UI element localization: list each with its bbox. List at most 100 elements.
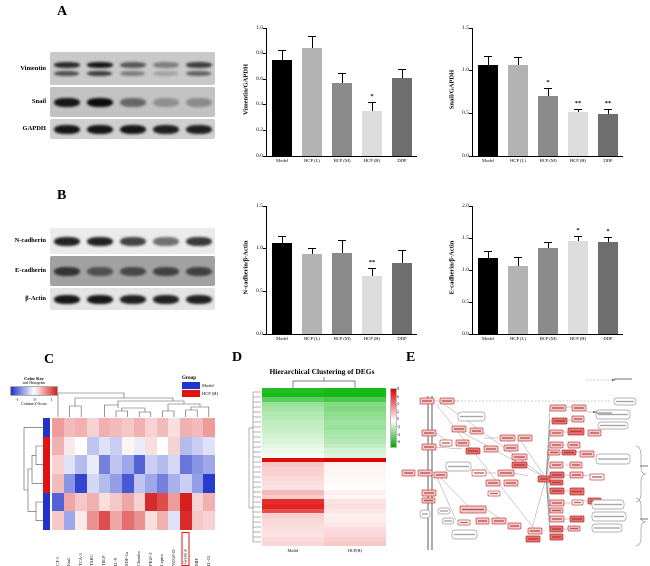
color-key-tick: -1 — [15, 397, 19, 402]
heatmap-cell — [98, 455, 111, 474]
heatmap-cell — [324, 531, 386, 537]
heatmap-cell — [262, 462, 324, 467]
node-text-smudge — [462, 508, 484, 511]
column-label-slot: PIGF-2 — [145, 532, 157, 566]
pathway-connector — [435, 472, 471, 509]
node-text-smudge — [442, 400, 452, 402]
heatmap-row — [262, 388, 386, 393]
node-text-smudge — [552, 502, 562, 504]
heatmap-cell — [145, 511, 157, 530]
group-legend: Group Model HCP (H) — [182, 376, 218, 397]
heatmap-cell — [168, 473, 181, 493]
node-text-smudge — [570, 527, 578, 530]
blot-lane — [116, 236, 149, 246]
pathway-connector — [519, 439, 547, 479]
heatmap-row — [262, 490, 386, 495]
y-tick-mark — [263, 248, 267, 250]
protein-band — [53, 61, 80, 68]
heatmap-row — [262, 425, 386, 430]
heatmap-cell — [98, 511, 111, 530]
row-group-segment — [43, 492, 50, 512]
heatmap-cell — [262, 406, 324, 412]
significance-marker: * — [546, 78, 550, 86]
error-bar-cap — [604, 237, 612, 239]
blot-row-label: β-Actin — [25, 295, 46, 302]
node-text-smudge — [590, 432, 599, 434]
heatmap-column-label: TCA-3 — [77, 553, 83, 566]
heatmap-row — [262, 452, 386, 458]
blot-lane — [182, 266, 215, 276]
bar — [272, 60, 292, 156]
protein-band — [185, 124, 212, 134]
y-tick-mark — [263, 333, 267, 335]
heatmap-cell — [262, 504, 324, 509]
error-bar — [311, 247, 313, 254]
heatmap-cell — [324, 452, 386, 458]
y-tick-label: 1.0 — [462, 266, 469, 273]
heatmap-cell — [262, 429, 324, 435]
heatmap-cell — [262, 397, 324, 402]
error-bar — [517, 257, 519, 266]
y-axis-label: N-cadherin/β-Actin — [242, 240, 250, 295]
node-text-smudge — [444, 520, 452, 522]
heatmap-cell — [324, 541, 386, 546]
node-text-smudge — [424, 492, 434, 494]
node-text-smudge — [448, 465, 469, 468]
error-bar-cap — [514, 257, 522, 259]
node-text-smudge — [552, 464, 561, 466]
heatmap-row — [262, 429, 386, 435]
heatmap-cell — [324, 494, 386, 500]
heatmap-row — [262, 522, 386, 528]
protein-band — [119, 124, 146, 134]
error-bar-cap — [278, 49, 286, 51]
x-category-label: HCP (L) — [510, 158, 526, 163]
protein-band — [152, 294, 179, 304]
error-bar — [371, 268, 373, 276]
heatmap-cell — [110, 436, 122, 456]
blot-lane — [50, 124, 83, 134]
blot-lane — [149, 236, 182, 246]
protein-band — [152, 236, 179, 246]
protein-band — [185, 266, 212, 276]
y-tick-mark — [263, 78, 267, 80]
pathway-connector — [435, 403, 533, 527]
blot-lane — [149, 61, 182, 76]
heatmap-row — [262, 499, 386, 505]
heatmap-cell — [121, 492, 134, 512]
heatmap-cell — [324, 415, 386, 421]
heatmap-cell — [145, 436, 157, 456]
y-tick-label: 0.5 — [256, 287, 263, 294]
y-tick-label: 0.6 — [256, 75, 263, 82]
heatmap-cell — [324, 517, 386, 523]
y-tick-label: 1.5 — [462, 24, 469, 31]
blot-lane — [50, 266, 83, 276]
node-text-smudge — [572, 464, 580, 466]
pathway-connector — [457, 429, 547, 479]
error-bar-cap — [338, 72, 346, 74]
blot-row-label: N-cadherin — [14, 237, 46, 244]
heatmap-row — [262, 517, 386, 523]
heatmap-cell — [324, 392, 386, 398]
blot-lane — [83, 266, 116, 276]
bar — [272, 242, 292, 334]
y-tick-mark — [263, 27, 267, 29]
heatmap-cell — [75, 436, 87, 456]
node-text-smudge — [514, 456, 525, 458]
node-text-smudge — [570, 444, 578, 446]
node-text-smudge — [598, 458, 628, 460]
node-text-smudge — [510, 525, 519, 527]
heatmap-cell — [63, 511, 76, 530]
y-tick-label: 1.5 — [462, 234, 469, 241]
heatmap-cell — [156, 492, 169, 512]
error-bar-cap — [308, 35, 316, 37]
protein-band — [86, 124, 113, 134]
x-category-label: HCP (M) — [333, 336, 351, 341]
heatmap-row — [262, 513, 386, 518]
x-category-label: HCP (M) — [539, 158, 557, 163]
bar — [362, 275, 382, 334]
node-text-smudge — [494, 520, 504, 522]
heatmap-cell — [324, 490, 386, 495]
heatmap-cell — [86, 473, 99, 493]
node-text-smudge — [594, 527, 620, 529]
y-tick-label: 0.2 — [256, 126, 263, 133]
